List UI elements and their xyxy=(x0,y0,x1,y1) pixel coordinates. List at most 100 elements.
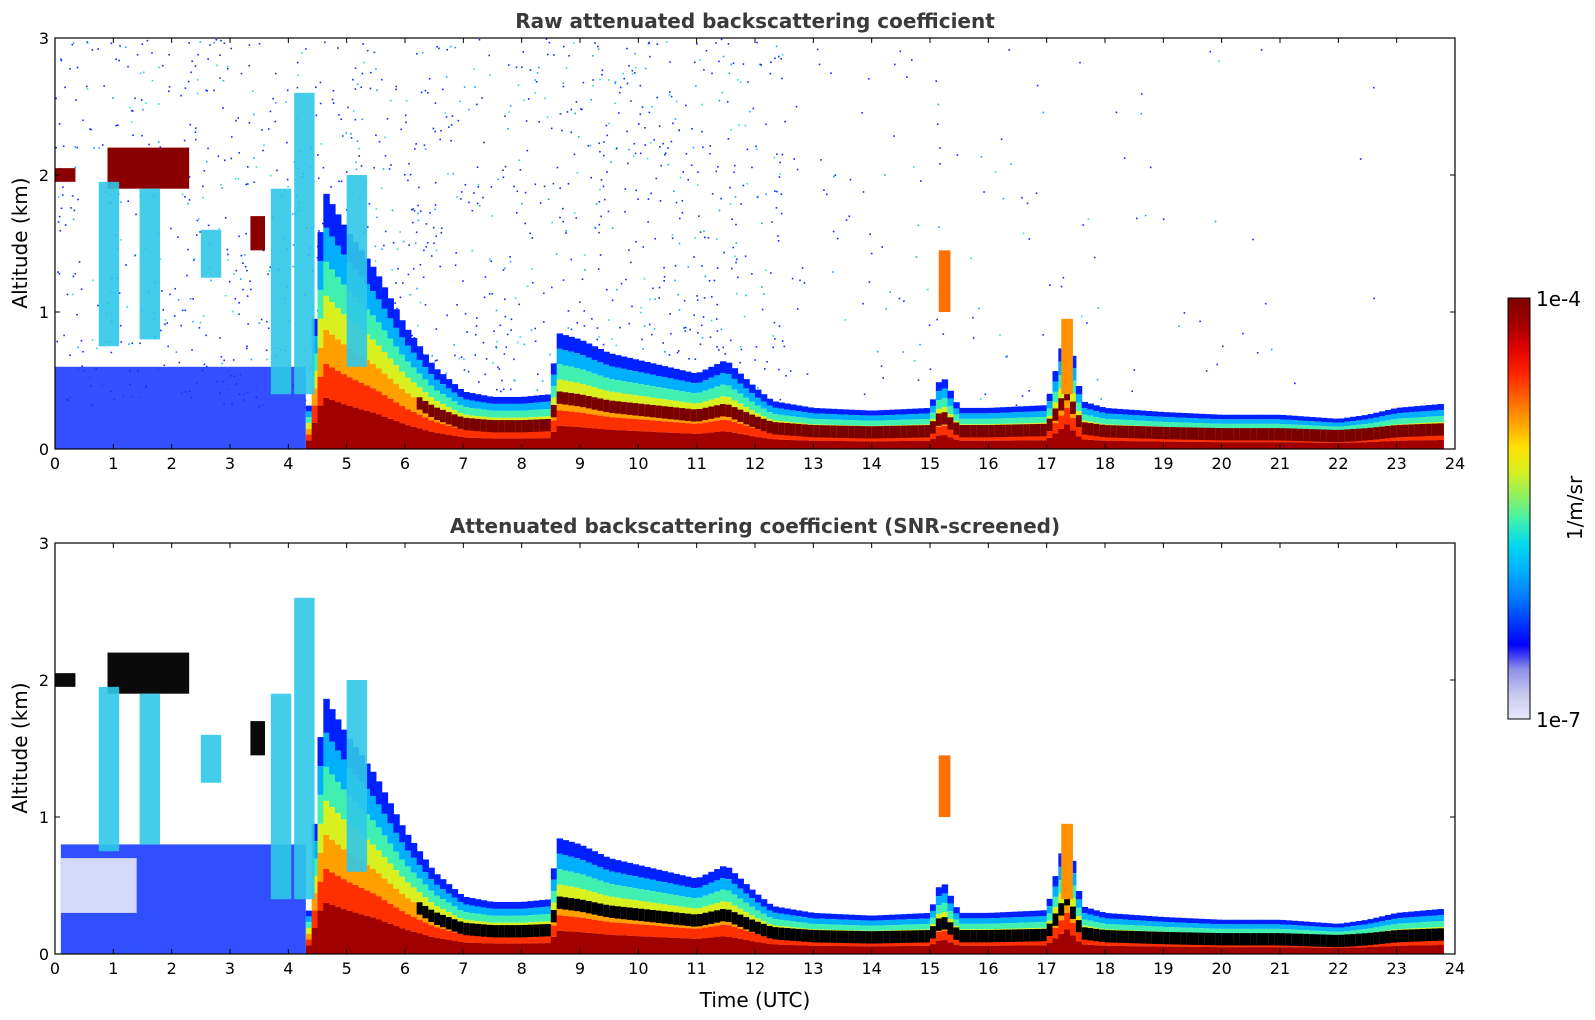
backscatter-cell xyxy=(982,407,989,414)
backscatter-cell xyxy=(1175,922,1182,928)
backscatter-cell xyxy=(720,419,727,432)
aerosol-core xyxy=(1040,423,1048,437)
backscatter-cell xyxy=(305,440,313,449)
backscatter-cell xyxy=(1361,929,1369,934)
backscatter-cell xyxy=(545,401,552,410)
backscatter-cell xyxy=(1425,945,1433,954)
backscatter-cell xyxy=(702,380,709,391)
noise-speck xyxy=(384,230,387,233)
backscatter-cell xyxy=(842,409,849,415)
backscatter-cell xyxy=(1140,941,1147,947)
backscatter-cell xyxy=(714,420,721,433)
backscatter-cell xyxy=(370,868,377,894)
backscatter-cell xyxy=(1204,947,1211,954)
aerosol-core xyxy=(591,397,599,410)
noise-speck xyxy=(619,86,622,89)
backscatter-cell xyxy=(521,431,529,439)
noise-speck xyxy=(600,215,602,218)
noise-speck xyxy=(131,342,133,345)
backscatter-cell xyxy=(1140,410,1147,416)
noise-speck xyxy=(1216,363,1218,366)
noise-speck xyxy=(305,48,307,50)
backscatter-cell xyxy=(346,377,354,406)
backscatter-cell xyxy=(737,423,744,434)
backscatter-cell xyxy=(609,884,616,897)
noise-speck xyxy=(544,97,546,100)
backscatter-cell xyxy=(533,907,540,915)
backscatter-cell xyxy=(317,318,324,348)
aerosol-core xyxy=(1075,920,1083,933)
backscatter-cell xyxy=(317,737,324,767)
noise-speck xyxy=(227,253,229,256)
noise-speck xyxy=(419,210,422,212)
x-tick-label: 3 xyxy=(225,454,235,473)
backscatter-cell xyxy=(830,945,838,954)
backscatter-cell xyxy=(795,434,803,441)
backscatter-cell xyxy=(801,922,809,929)
backscatter-cell xyxy=(895,414,902,420)
aerosol-core xyxy=(994,929,1001,943)
aerosol-core xyxy=(1128,425,1135,439)
noise-speck xyxy=(483,296,486,299)
backscatter-cell xyxy=(1221,919,1229,925)
backscatter-cell xyxy=(1145,410,1153,417)
backscatter-cell xyxy=(1151,441,1159,449)
x-tick-label: 7 xyxy=(458,454,468,473)
backscatter-cell xyxy=(725,890,733,903)
noise-speck xyxy=(709,336,712,339)
noise-speck xyxy=(739,81,742,83)
backscatter-cell xyxy=(935,408,943,418)
backscatter-cell xyxy=(766,405,774,413)
noise-speck xyxy=(762,293,765,295)
noise-speck xyxy=(1087,218,1090,221)
backscatter-cell xyxy=(1420,434,1427,441)
noise-speck xyxy=(978,307,980,310)
backscatter-cell xyxy=(1256,924,1264,929)
backscatter-cell xyxy=(947,895,954,904)
backscatter-cell xyxy=(1385,420,1392,426)
noise-speck xyxy=(267,128,270,130)
noise-speck xyxy=(445,76,448,78)
noise-speck xyxy=(431,355,434,357)
backscatter-cell xyxy=(1227,928,1234,934)
backscatter-cell xyxy=(550,397,558,410)
backscatter-cell xyxy=(615,417,622,431)
backscatter-cell xyxy=(673,379,680,391)
backscatter-cell xyxy=(335,907,342,954)
noise-speck xyxy=(285,101,287,103)
backscatter-cell xyxy=(609,366,616,380)
backscatter-cell xyxy=(1157,921,1164,927)
backscatter-cell xyxy=(1099,412,1106,419)
aerosol-core xyxy=(545,923,552,937)
backscatter-cell xyxy=(445,397,453,408)
backscatter-cell xyxy=(1227,423,1234,429)
noise-speck xyxy=(476,166,479,168)
backscatter-cell xyxy=(860,920,867,926)
backscatter-cell xyxy=(731,873,739,884)
backscatter-cell xyxy=(650,374,657,387)
backscatter-cell xyxy=(679,380,686,392)
noise-speck xyxy=(162,64,164,67)
backscatter-cell xyxy=(760,913,768,922)
aerosol-core xyxy=(498,420,505,433)
aerosol-core xyxy=(1145,426,1153,439)
noise-speck xyxy=(917,224,920,227)
noise-speck xyxy=(615,147,618,150)
backscatter-cell xyxy=(434,369,441,380)
backscatter-cell xyxy=(737,383,744,394)
backscatter-cell xyxy=(1081,913,1089,920)
noise-speck xyxy=(727,138,730,140)
backscatter-cell xyxy=(988,440,995,449)
backscatter-cell xyxy=(375,368,383,392)
backscatter-cell xyxy=(994,912,1001,919)
noise-speck xyxy=(145,102,147,104)
backscatter-cell xyxy=(1373,422,1380,428)
noise-speck xyxy=(430,255,433,257)
aerosol-core xyxy=(1355,428,1363,441)
backscatter-cell xyxy=(480,900,488,908)
noise-speck xyxy=(579,301,581,303)
backscatter-cell xyxy=(1140,420,1147,426)
aerosol-core xyxy=(895,425,902,439)
backscatter-cell xyxy=(912,913,919,919)
